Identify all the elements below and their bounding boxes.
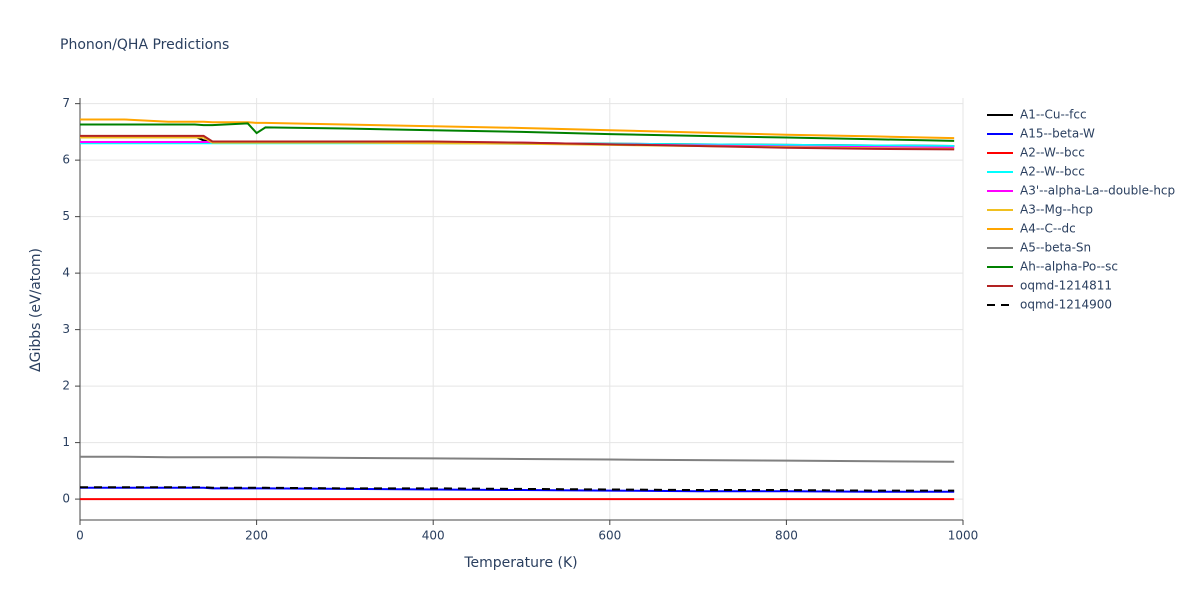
legend-label: A5--beta-Sn bbox=[1020, 241, 1091, 255]
legend-label: Ah--alpha-Po--sc bbox=[1020, 260, 1118, 274]
series-line bbox=[80, 122, 955, 142]
legend-label: A2--W--bcc bbox=[1020, 165, 1085, 179]
y-tick-label: 1 bbox=[62, 435, 70, 449]
x-tick-label: 1000 bbox=[948, 529, 979, 543]
y-tick-label: 6 bbox=[62, 153, 70, 167]
legend-label: A3'--alpha-La--double-hcp bbox=[1020, 184, 1175, 198]
y-tick-label: 0 bbox=[62, 492, 70, 506]
series-line bbox=[80, 486, 955, 492]
legend-label: A4--C--dc bbox=[1020, 222, 1076, 236]
x-tick-label: 200 bbox=[245, 529, 268, 543]
legend-label: oqmd-1214900 bbox=[1020, 298, 1112, 312]
x-tick-label: 0 bbox=[76, 529, 84, 543]
y-axis-title: ΔGibbs (eV/atom) bbox=[28, 248, 44, 372]
legend-label: A3--Mg--hcp bbox=[1020, 203, 1093, 217]
legend-label: A15--beta-W bbox=[1020, 127, 1095, 141]
y-tick-label: 3 bbox=[62, 322, 70, 336]
legend-label: A2--W--bcc bbox=[1020, 146, 1085, 160]
x-axis-title: Temperature (K) bbox=[463, 555, 577, 571]
y-tick-label: 2 bbox=[62, 379, 70, 393]
x-tick-label: 800 bbox=[775, 529, 798, 543]
legend-label: oqmd-1214811 bbox=[1020, 279, 1112, 293]
chart-title: Phonon/QHA Predictions bbox=[60, 37, 229, 53]
legend-label: A1--Cu--fcc bbox=[1020, 108, 1087, 122]
x-tick-label: 600 bbox=[598, 529, 621, 543]
x-tick-label: 400 bbox=[422, 529, 445, 543]
series-line bbox=[80, 455, 955, 463]
series-line bbox=[80, 118, 955, 140]
series-line bbox=[80, 134, 955, 151]
y-tick-label: 7 bbox=[62, 96, 70, 110]
y-tick-label: 5 bbox=[62, 209, 70, 223]
y-tick-label: 4 bbox=[62, 266, 70, 280]
